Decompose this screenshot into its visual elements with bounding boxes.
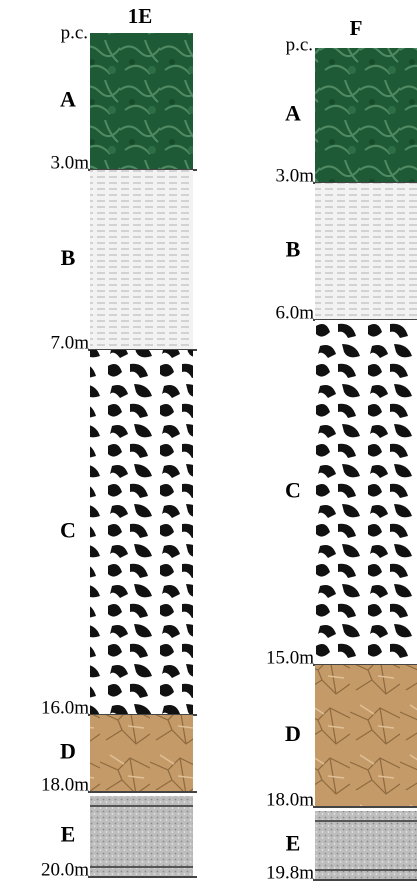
layer-label: E [286,831,301,856]
layer-label: C [285,478,301,503]
depth-label: 15.0m [266,647,314,668]
layer-label: A [60,87,76,112]
soil-layer [315,183,417,320]
layer-label: E [61,822,76,847]
layer-label: B [286,237,301,262]
depth-label: 7.0m [50,332,89,353]
soil-layer [90,170,193,350]
layer-label: D [60,739,76,764]
column-title: F [350,16,363,40]
surface-label: p.c. [286,34,313,55]
soil-layer [90,715,193,792]
depth-label: 3.0m [275,165,314,186]
layer-label: B [61,245,76,270]
depth-label: 18.0m [266,789,314,810]
soil-layer [90,350,193,715]
soil-profile-diagram: 1E p.c. A 3.0m B 7.0m C 16.0m D 18.0m E 20.0m Fp.c. A… [0,0,417,891]
depth-label: 16.0m [41,697,89,718]
depth-label: 3.0m [50,152,89,173]
column-title: 1E [128,4,153,28]
layer-label: C [60,518,76,543]
layer-label: D [285,721,301,746]
soil-layer [315,320,417,665]
depth-label: 6.0m [275,302,314,323]
surface-label: p.c. [61,22,88,43]
soil-layer [90,796,193,877]
soil-layer [315,665,417,807]
layer-label: A [285,101,301,126]
depth-label: 18.0m [41,774,89,795]
soil-layer [90,33,193,170]
depth-label: 20.0m [41,859,89,880]
depth-label: 19.8m [266,862,314,883]
soil-layer [315,48,417,183]
